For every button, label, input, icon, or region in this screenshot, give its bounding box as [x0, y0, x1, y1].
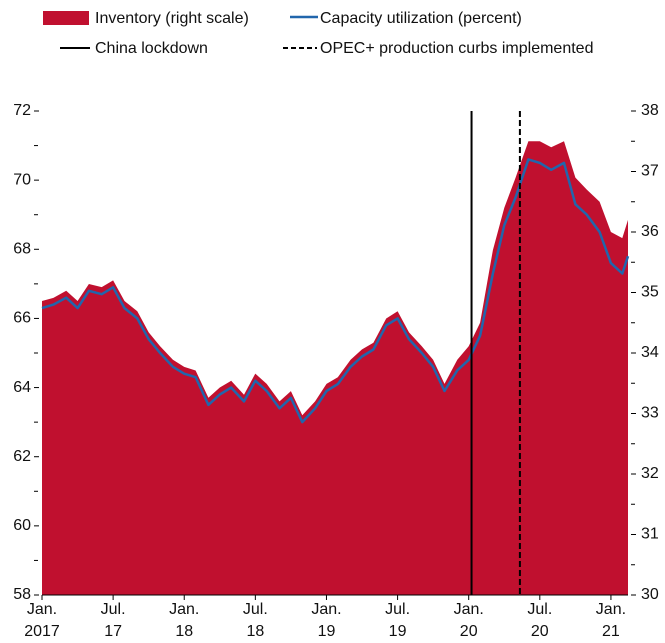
legend-label: Inventory (right scale): [95, 10, 249, 27]
x-tick-label: Jan.: [169, 601, 199, 618]
y2-tick-label: 38: [641, 102, 659, 119]
y-tick-label: 66: [13, 310, 31, 327]
y2-tick-label: 32: [641, 465, 659, 482]
y2-tick-label: 33: [641, 405, 659, 422]
line: [41, 158, 630, 424]
x-tick-year: 17: [104, 623, 122, 640]
x-tick-label: Jan.: [454, 601, 484, 618]
legend-label: Capacity utilization (percent): [320, 10, 522, 27]
y2-tick-label: 34: [641, 344, 659, 361]
y-tick-label: 58: [13, 586, 31, 603]
legend-label: China lockdown: [95, 40, 208, 57]
x-tick-year: 21: [602, 623, 620, 640]
y-tick-label: 62: [13, 448, 31, 465]
y2-tick-label: 31: [641, 526, 659, 543]
x-tick-year: 2017: [24, 623, 60, 640]
x-tick-label: Jan.: [311, 601, 341, 618]
legend-swatch: [43, 11, 89, 25]
x-tick-label: Jul.: [527, 601, 552, 618]
x-tick-year: 18: [175, 623, 193, 640]
y2-tick-label: 35: [641, 284, 659, 301]
legend-label: OPEC+ production curbs implemented: [320, 40, 593, 57]
area: [42, 141, 628, 596]
x-tick-label: Jul.: [243, 601, 268, 618]
y2-tick-label: 37: [641, 163, 659, 180]
x-tick-label: Jul.: [101, 601, 126, 618]
x-tick-year: 20: [531, 623, 549, 640]
x-tick-label: Jul.: [385, 601, 410, 618]
y2-tick-label: 30: [641, 586, 659, 603]
y-tick-label: 60: [13, 517, 31, 534]
x-tick-year: 20: [460, 623, 478, 640]
y2-tick-label: 36: [641, 223, 659, 240]
x-tick-label: Jan.: [596, 601, 626, 618]
y-tick-label: 72: [13, 102, 31, 119]
y-tick-label: 70: [13, 171, 31, 188]
y-tick-label: 64: [13, 379, 31, 396]
y-tick-label: 68: [13, 241, 31, 258]
x-tick-label: Jan.: [27, 601, 57, 618]
x-tick-year: 19: [389, 623, 407, 640]
x-tick-year: 19: [318, 623, 336, 640]
x-tick-year: 18: [246, 623, 264, 640]
